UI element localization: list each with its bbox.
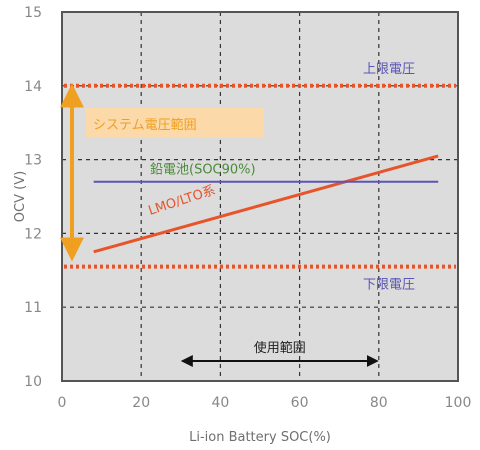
use-range-label: 使用範囲 (254, 340, 306, 356)
limit-lines (64, 83, 456, 269)
y-tick-label: 11 (24, 300, 42, 316)
x-axis-label: Li-ion Battery SOC(%) (189, 430, 331, 445)
grid-lines (62, 12, 458, 381)
y-tick-label: 15 (24, 5, 42, 21)
x-tick-labels: 0 20 40 60 80 100 (58, 395, 472, 411)
plot-area (62, 12, 458, 381)
lead-acid-series-label: 鉛電池(SOC90%) (150, 163, 256, 178)
upper-limit-label: 上限電圧 (363, 62, 415, 77)
y-tick-label: 14 (24, 79, 42, 95)
system-range-label-box (86, 108, 264, 138)
y-tick-label: 12 (24, 226, 42, 242)
lower-limit-label: 下限電圧 (363, 278, 415, 293)
data-series (93, 154, 439, 254)
system-range-label: システム電圧範囲 (93, 118, 197, 133)
x-tick-label: 100 (445, 395, 472, 411)
lmo-lto-series-line (93, 154, 439, 254)
y-axis-label: OCV (V) (13, 171, 28, 222)
y-tick-labels: 10 11 12 13 14 15 (24, 5, 42, 390)
x-tick-label: 40 (211, 395, 229, 411)
x-tick-label: 0 (58, 395, 67, 411)
x-tick-label: 80 (370, 395, 388, 411)
y-tick-label: 10 (24, 374, 42, 390)
x-tick-label: 60 (291, 395, 309, 411)
y-tick-label: 13 (24, 153, 42, 169)
x-tick-label: 20 (132, 395, 150, 411)
